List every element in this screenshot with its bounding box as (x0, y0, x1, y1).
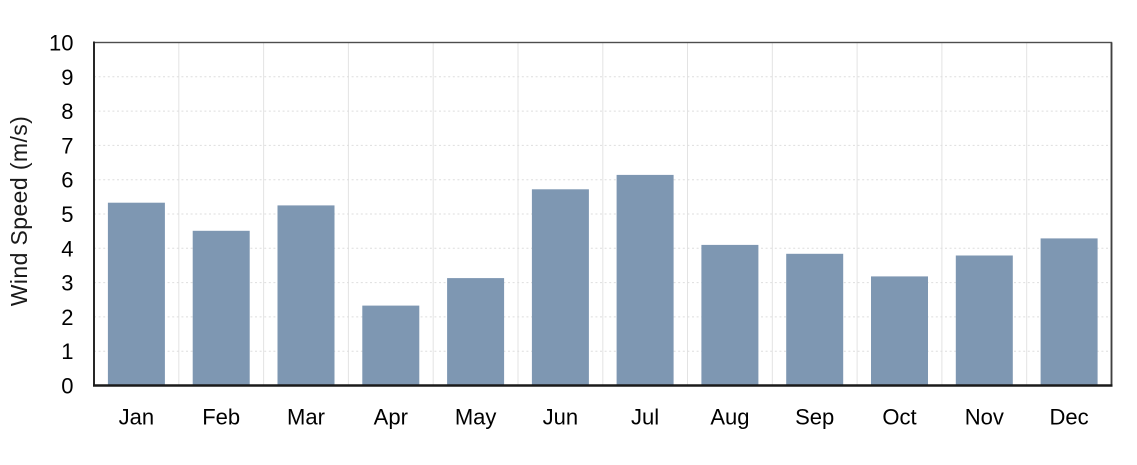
svg-text:5: 5 (61, 202, 73, 227)
svg-text:Sep: Sep (795, 405, 834, 430)
svg-text:Feb: Feb (202, 405, 240, 430)
svg-text:10: 10 (49, 31, 73, 56)
svg-text:Apr: Apr (374, 405, 408, 430)
svg-text:Mar: Mar (287, 405, 325, 430)
svg-text:May: May (455, 405, 497, 430)
svg-text:8: 8 (61, 99, 73, 124)
svg-text:3: 3 (61, 271, 73, 296)
svg-text:Nov: Nov (965, 405, 1004, 430)
svg-text:1: 1 (61, 339, 73, 364)
svg-text:Aug: Aug (710, 405, 749, 430)
svg-text:Jun: Jun (543, 405, 578, 430)
svg-text:6: 6 (61, 168, 73, 193)
svg-text:Dec: Dec (1050, 405, 1089, 430)
svg-text:Wind Speed (m/s): Wind Speed (m/s) (6, 116, 32, 306)
svg-text:Jan: Jan (119, 405, 154, 430)
svg-text:2: 2 (61, 305, 73, 330)
svg-text:7: 7 (61, 133, 73, 158)
svg-text:9: 9 (61, 65, 73, 90)
svg-text:0: 0 (61, 374, 73, 399)
svg-text:4: 4 (61, 236, 73, 261)
svg-text:Jul: Jul (631, 405, 659, 430)
svg-text:Oct: Oct (882, 405, 916, 430)
